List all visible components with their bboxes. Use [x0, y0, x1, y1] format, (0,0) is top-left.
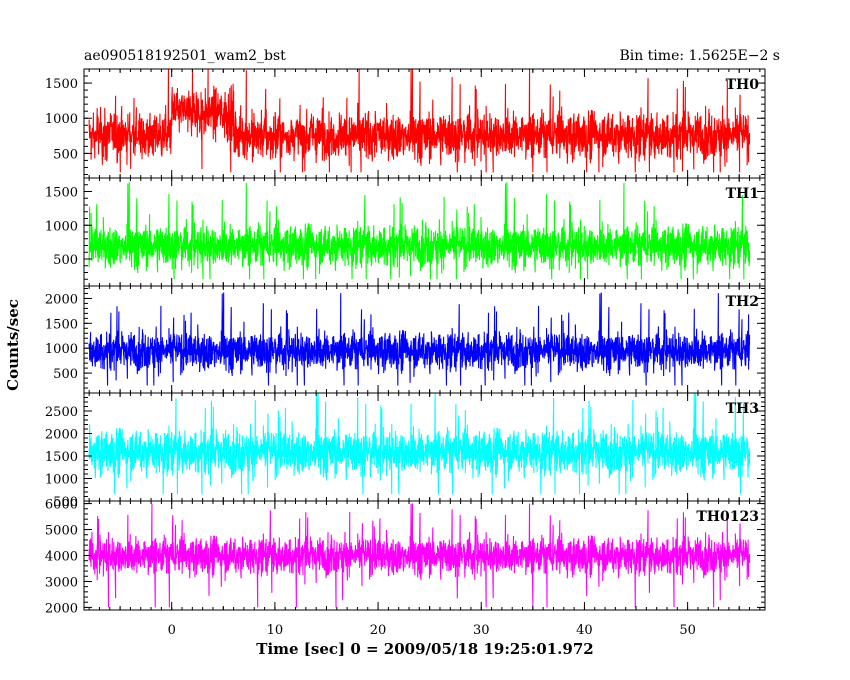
- series-th0123: [88, 503, 751, 608]
- x-tick-label: 30: [473, 623, 490, 638]
- panel-th2: 500 1000 1500 2000 TH2: [45, 285, 766, 394]
- y-tick-label: 1000: [45, 219, 78, 234]
- panel-th3: 500 1000 1500 2000 2500 TH3: [45, 392, 766, 510]
- y-axis-title: Counts/sec: [4, 299, 22, 391]
- figure-title: ae090518192501_wam2_bst: [84, 48, 286, 64]
- panel-label-th0: TH0: [726, 77, 760, 93]
- panel-label-th2: TH2: [726, 294, 759, 310]
- y-tick-label: 1000: [45, 473, 78, 488]
- series-th3: [88, 393, 751, 495]
- y-tick-label: 3000: [45, 575, 78, 590]
- x-axis: 0 10 20 30 40 50: [168, 623, 696, 638]
- y-tick-label: 1000: [45, 342, 78, 357]
- panel-label-th3: TH3: [726, 401, 759, 417]
- panel-label-th0123: TH0123: [696, 509, 759, 525]
- y-tick-label: 500: [53, 147, 78, 162]
- x-tick-label: 0: [168, 623, 176, 638]
- panel-th0: 500 1000 1500 TH0: [45, 68, 766, 179]
- y-tick-label: 2000: [45, 428, 78, 443]
- y-tick-label: 1500: [45, 317, 78, 332]
- panel-label-th1: TH1: [726, 186, 759, 202]
- x-tick-label: 20: [370, 623, 387, 638]
- y-tick-label: 6000: [45, 498, 78, 513]
- y-tick-label: 500: [53, 253, 78, 268]
- y-tick-label: 2000: [45, 292, 78, 307]
- panels-group: 500 1000 1500 TH0 500 1000 1500 TH1 500 1000 1500 2…: [45, 68, 766, 616]
- panel-th0123: 2000 3000 4000 5000 6000 TH0123: [45, 498, 766, 616]
- series-th2: [88, 292, 751, 386]
- x-tick-label: 40: [576, 623, 593, 638]
- y-tick-label: 4000: [45, 550, 78, 565]
- x-tick-label: 50: [679, 623, 696, 638]
- y-tick-label: 1500: [45, 186, 78, 201]
- x-tick-label: 10: [267, 623, 284, 638]
- y-tick-label: 500: [53, 367, 78, 382]
- y-tick-label: 2500: [45, 405, 78, 420]
- series-th1: [88, 182, 751, 280]
- y-tick-label: 2000: [45, 601, 78, 616]
- y-tick-label: 1000: [45, 112, 78, 127]
- y-tick-label: 1500: [45, 450, 78, 465]
- y-tick-label: 5000: [45, 524, 78, 539]
- series-th0: [88, 69, 751, 173]
- panel-th1: 500 1000 1500 TH1: [45, 177, 766, 287]
- y-tick-label: 500: [53, 495, 78, 510]
- y-tick-label: 1500: [45, 77, 78, 92]
- bin-time-label: Bin time: 1.5625E−2 s: [619, 48, 780, 64]
- x-axis-title: Time [sec] 0 = 2009/05/18 19:25:01.972: [256, 640, 593, 658]
